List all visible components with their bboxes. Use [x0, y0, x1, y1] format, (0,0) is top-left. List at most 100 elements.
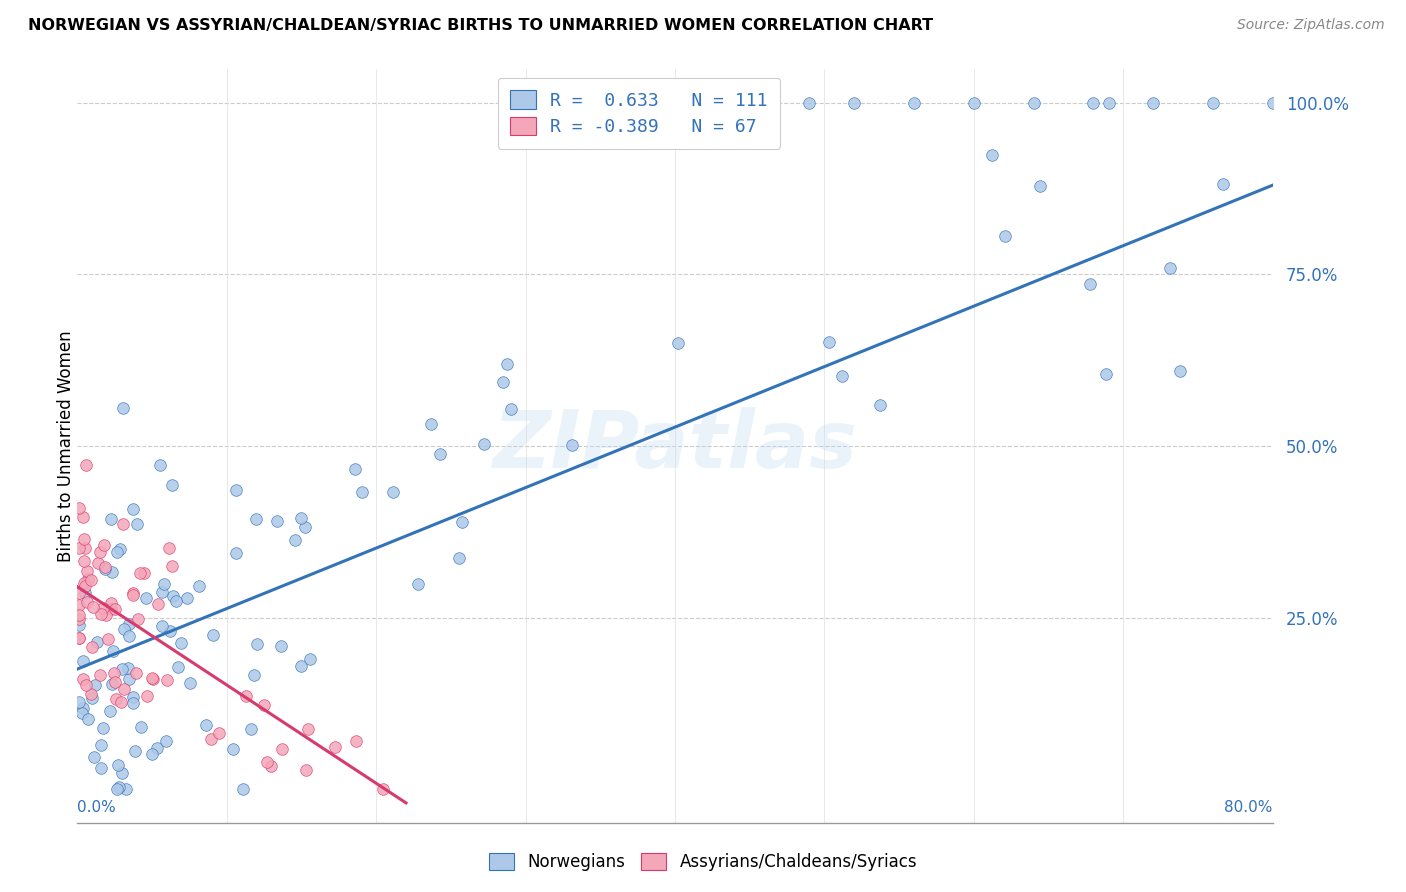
Point — [100, 597, 122, 611]
Point — [260, 759, 283, 773]
Point — [75, 541, 97, 556]
Point — [82, 691, 104, 706]
Point — [491, 375, 513, 389]
Point — [981, 148, 1004, 162]
Point — [67, 695, 90, 709]
Point — [561, 438, 583, 452]
Point — [82, 600, 104, 615]
Point — [202, 628, 225, 642]
Point — [72, 654, 94, 668]
Point — [73, 578, 96, 592]
Point — [290, 511, 312, 525]
Point — [352, 484, 374, 499]
Text: 80.0%: 80.0% — [1225, 800, 1272, 815]
Point — [159, 624, 181, 639]
Point — [122, 586, 145, 600]
Point — [170, 636, 193, 650]
Point — [150, 619, 173, 633]
Point — [146, 741, 169, 756]
Point — [1098, 95, 1121, 110]
Point — [153, 577, 176, 591]
Point — [122, 588, 145, 602]
Point — [128, 566, 150, 580]
Point — [156, 673, 179, 687]
Point — [67, 585, 90, 599]
Point — [108, 780, 131, 794]
Point — [100, 602, 122, 616]
Point — [80, 640, 103, 654]
Point — [294, 520, 316, 534]
Legend: R =  0.633   N = 111, R = -0.389   N = 67: R = 0.633 N = 111, R = -0.389 N = 67 — [498, 78, 780, 149]
Point — [107, 758, 129, 772]
Point — [72, 532, 94, 546]
Point — [105, 691, 128, 706]
Point — [284, 533, 307, 547]
Point — [132, 566, 155, 580]
Point — [67, 631, 90, 645]
Point — [225, 546, 247, 560]
Point — [67, 631, 90, 645]
Point — [381, 484, 404, 499]
Point — [83, 750, 105, 764]
Point — [693, 95, 716, 110]
Point — [208, 726, 231, 740]
Point — [114, 782, 136, 797]
Point — [104, 601, 127, 615]
Point — [155, 734, 177, 748]
Point — [67, 611, 90, 625]
Point — [1261, 95, 1284, 110]
Point — [270, 640, 292, 654]
Point — [738, 95, 761, 110]
Legend: Norwegians, Assyrians/Chaldeans/Syriacs: Norwegians, Assyrians/Chaldeans/Syriacs — [481, 845, 925, 880]
Point — [167, 660, 190, 674]
Point — [429, 447, 451, 461]
Point — [256, 755, 278, 769]
Point — [141, 747, 163, 761]
Point — [1029, 178, 1052, 193]
Point — [93, 538, 115, 552]
Point — [246, 637, 269, 651]
Point — [118, 672, 141, 686]
Point — [1094, 367, 1116, 381]
Point — [1083, 95, 1105, 110]
Point — [111, 662, 134, 676]
Point — [225, 483, 247, 497]
Point — [90, 738, 112, 752]
Point — [297, 722, 319, 736]
Point — [157, 541, 180, 555]
Text: Source: ZipAtlas.com: Source: ZipAtlas.com — [1237, 18, 1385, 32]
Point — [75, 458, 97, 473]
Point — [67, 618, 90, 632]
Point — [149, 458, 172, 473]
Point — [136, 689, 159, 703]
Y-axis label: Births to Unmarried Women: Births to Unmarried Women — [58, 330, 75, 562]
Point — [94, 562, 117, 576]
Point — [98, 704, 121, 718]
Point — [129, 720, 152, 734]
Point — [165, 594, 187, 608]
Point — [200, 732, 222, 747]
Point — [112, 622, 135, 636]
Point — [141, 671, 163, 685]
Point — [86, 634, 108, 648]
Point — [499, 401, 522, 416]
Point — [799, 95, 821, 110]
Point — [271, 741, 294, 756]
Point — [253, 698, 276, 713]
Point — [111, 765, 134, 780]
Point — [146, 597, 169, 611]
Point — [101, 644, 124, 658]
Point — [80, 687, 103, 701]
Point — [76, 572, 98, 586]
Point — [299, 652, 322, 666]
Point — [290, 658, 312, 673]
Point — [1142, 95, 1164, 110]
Point — [112, 401, 135, 416]
Point — [84, 678, 107, 692]
Point — [232, 782, 254, 797]
Point — [94, 607, 117, 622]
Point — [844, 95, 866, 110]
Point — [162, 590, 184, 604]
Point — [243, 668, 266, 682]
Point — [101, 677, 124, 691]
